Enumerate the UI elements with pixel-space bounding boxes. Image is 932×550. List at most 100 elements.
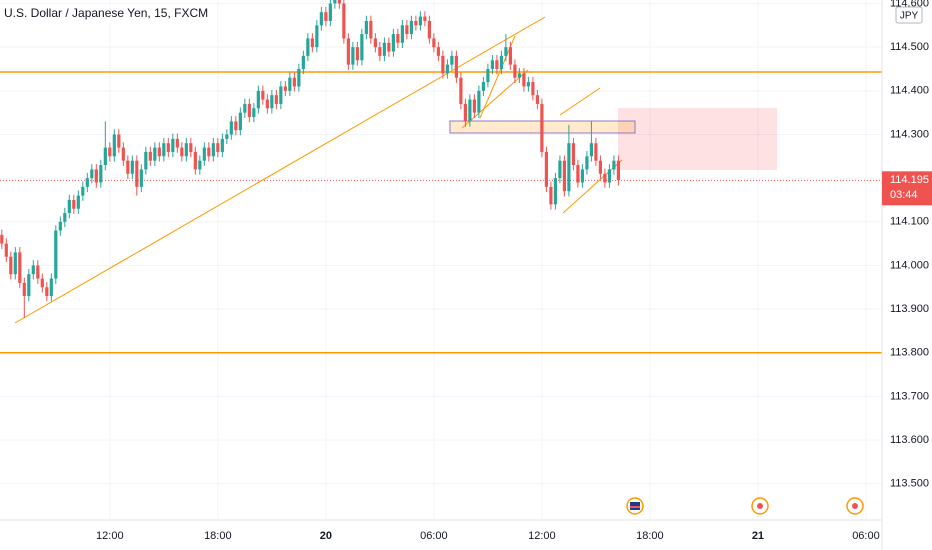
candle-body bbox=[427, 20, 431, 39]
candle-body bbox=[238, 112, 242, 131]
candle-body bbox=[337, 0, 341, 4]
events bbox=[626, 497, 864, 515]
candle-body bbox=[135, 160, 139, 187]
candle-body bbox=[243, 103, 247, 113]
candle-body bbox=[387, 42, 391, 52]
candle-body bbox=[513, 64, 517, 78]
zone-box bbox=[618, 108, 777, 170]
candle-body bbox=[121, 147, 125, 161]
candle-body bbox=[153, 147, 157, 161]
candle-body bbox=[436, 47, 440, 56]
candle-body bbox=[216, 143, 220, 152]
candle-body bbox=[576, 165, 580, 183]
candle-body bbox=[400, 25, 404, 43]
chart-title: U.S. Dollar / Japanese Yen, 15, FXCM bbox=[4, 6, 208, 20]
candle-body bbox=[175, 138, 179, 148]
candle-body bbox=[256, 90, 260, 109]
candle-body bbox=[603, 173, 607, 183]
x-tick-label: 12:00 bbox=[528, 530, 556, 542]
candle-body bbox=[76, 195, 80, 209]
candle-body bbox=[166, 143, 170, 152]
candle-body bbox=[252, 108, 256, 118]
candle-body bbox=[472, 99, 476, 113]
candle-body bbox=[225, 134, 229, 139]
candle-body bbox=[499, 55, 503, 69]
candle-body bbox=[265, 99, 269, 109]
candle-body bbox=[468, 99, 472, 122]
y-tick-label: 113.900 bbox=[890, 303, 929, 315]
candle-body bbox=[558, 160, 562, 179]
candle-body bbox=[418, 16, 422, 26]
candle-body bbox=[283, 86, 287, 91]
candle-body bbox=[198, 160, 202, 170]
candle-body bbox=[540, 103, 544, 152]
candle-body bbox=[274, 95, 278, 104]
candle-body bbox=[454, 55, 458, 78]
candle-body bbox=[279, 86, 283, 104]
candle-body bbox=[31, 265, 35, 275]
candle-body bbox=[409, 20, 413, 35]
candle-body bbox=[459, 77, 463, 104]
candle-body bbox=[360, 34, 364, 61]
candle-body bbox=[0, 234, 4, 244]
candle-body bbox=[90, 169, 94, 179]
candle-body bbox=[94, 169, 98, 183]
candle-body bbox=[9, 256, 13, 275]
candle-body bbox=[207, 147, 211, 157]
candle-body bbox=[364, 20, 368, 35]
candle-body bbox=[612, 160, 616, 170]
candle-body bbox=[585, 156, 589, 170]
candle-body bbox=[598, 160, 603, 174]
candle-body bbox=[220, 138, 224, 152]
last-price-box bbox=[882, 171, 932, 206]
candle-body bbox=[229, 121, 233, 135]
candle-body bbox=[423, 16, 427, 21]
candle-body bbox=[297, 68, 301, 87]
candle-body bbox=[202, 147, 206, 161]
event-dot bbox=[852, 503, 858, 509]
candle-body bbox=[18, 252, 22, 283]
candle-body bbox=[445, 64, 449, 74]
candle-body bbox=[144, 151, 148, 170]
candle-body bbox=[301, 55, 305, 69]
candle-body bbox=[432, 38, 436, 48]
x-tick-label: 12:00 bbox=[96, 530, 124, 542]
y-tick-label: 114.400 bbox=[890, 85, 929, 97]
last-price-label: 114.195 bbox=[890, 174, 929, 186]
candle-body bbox=[414, 20, 418, 26]
candle-body bbox=[180, 147, 184, 157]
candle-body bbox=[247, 103, 251, 118]
x-tick-label: 20 bbox=[320, 530, 332, 542]
candle-body bbox=[148, 151, 152, 161]
trend-line bbox=[559, 87, 601, 116]
candle-body bbox=[63, 213, 67, 222]
candle-body bbox=[405, 25, 409, 35]
candle-body bbox=[396, 34, 400, 43]
x-tick-label: 06:00 bbox=[420, 530, 448, 542]
x-tick-label: 18:00 bbox=[204, 530, 232, 542]
candle-body bbox=[234, 121, 238, 131]
candle-body bbox=[607, 169, 612, 183]
candle-body bbox=[72, 199, 76, 209]
candle-body bbox=[355, 47, 359, 61]
y-tick-label: 114.500 bbox=[890, 41, 929, 53]
y-tick-label: 113.800 bbox=[890, 347, 929, 359]
candle-body bbox=[211, 143, 215, 157]
candle-body bbox=[580, 169, 585, 183]
candle-body bbox=[184, 143, 188, 157]
candle-body bbox=[526, 82, 530, 87]
candle-body bbox=[45, 287, 49, 297]
candle-body bbox=[58, 221, 62, 231]
candle-body bbox=[157, 147, 161, 157]
candle-body bbox=[270, 95, 274, 109]
y-tick-label: 113.600 bbox=[890, 434, 929, 446]
candle-body bbox=[378, 47, 382, 56]
candle-body bbox=[130, 160, 134, 174]
candle-body bbox=[571, 143, 576, 166]
candle-body bbox=[27, 274, 31, 297]
title-bg bbox=[0, 5, 200, 23]
currency-badge[interactable] bbox=[895, 6, 923, 24]
candle-body bbox=[292, 77, 296, 87]
candle-body bbox=[549, 186, 553, 205]
candle-body bbox=[328, 3, 332, 21]
